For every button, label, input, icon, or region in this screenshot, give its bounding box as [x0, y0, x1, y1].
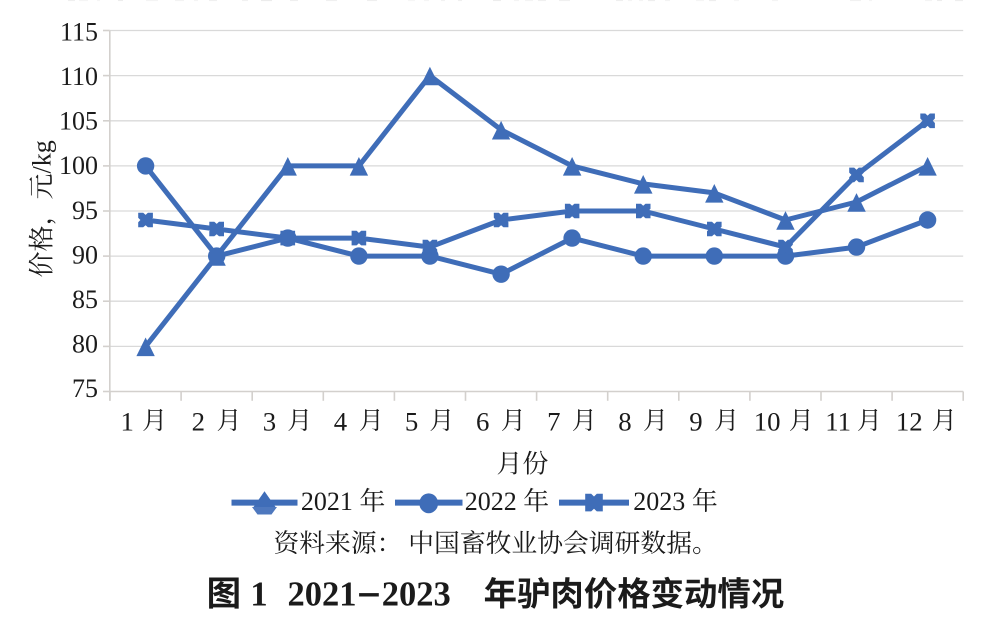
- svg-text:115: 115: [60, 18, 98, 47]
- svg-text:2021: 2021: [301, 487, 353, 516]
- svg-text:105: 105: [59, 107, 98, 136]
- svg-text:2023: 2023: [633, 487, 685, 516]
- svg-text:8: 8: [618, 406, 631, 436]
- svg-text:12: 12: [896, 406, 923, 436]
- svg-text:2: 2: [192, 406, 205, 436]
- svg-text:3: 3: [263, 406, 276, 436]
- svg-text:2022: 2022: [465, 487, 517, 516]
- svg-text:7: 7: [547, 406, 560, 436]
- svg-text:5: 5: [405, 406, 418, 436]
- svg-text:2023: 2023: [382, 576, 451, 614]
- svg-text:75: 75: [72, 374, 98, 403]
- svg-text:1: 1: [250, 576, 267, 614]
- svg-text:11: 11: [825, 406, 851, 436]
- svg-text:2021: 2021: [288, 576, 357, 614]
- svg-text:6: 6: [476, 406, 489, 436]
- svg-text:4: 4: [334, 406, 347, 436]
- svg-text:/kg: /kg: [28, 140, 57, 173]
- svg-text:95: 95: [72, 196, 98, 225]
- svg-text:100: 100: [59, 151, 98, 180]
- svg-text:9: 9: [689, 406, 702, 436]
- svg-text:80: 80: [72, 330, 98, 359]
- svg-text:10: 10: [754, 406, 781, 436]
- svg-text:85: 85: [72, 285, 98, 314]
- svg-text:1: 1: [120, 406, 133, 436]
- svg-text:110: 110: [60, 62, 98, 91]
- svg-text:90: 90: [72, 240, 98, 269]
